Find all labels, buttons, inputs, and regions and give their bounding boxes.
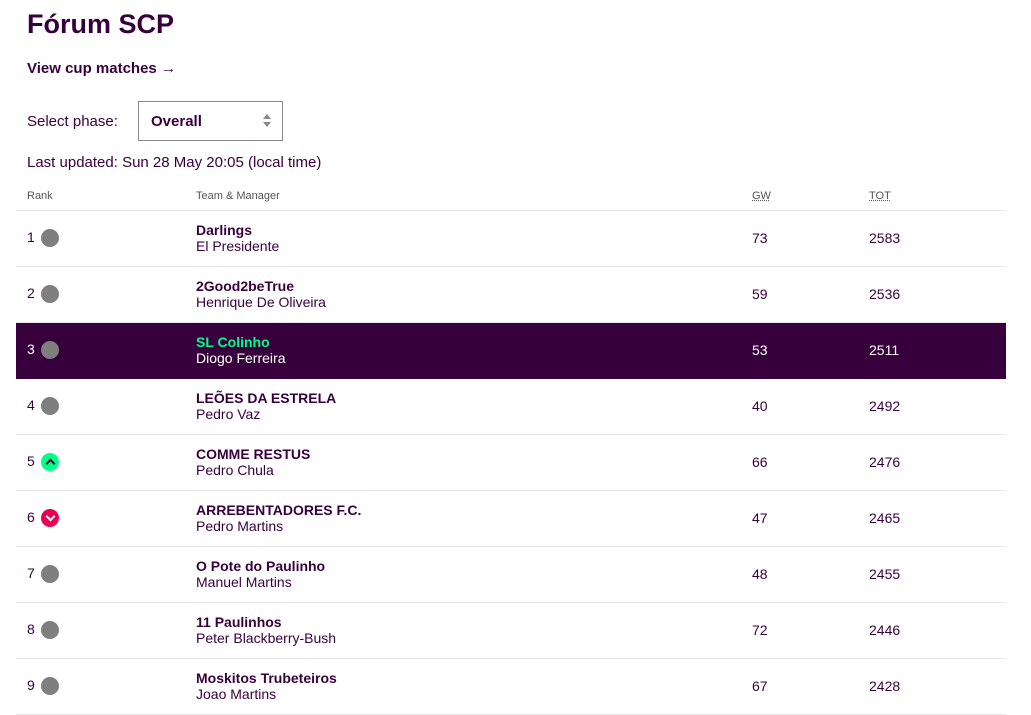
rank-number: 6 xyxy=(27,509,35,525)
total-points: 2455 xyxy=(869,566,901,582)
table-row: 8 11 Paulinhos Peter Blackberry-Bush 72 2446 xyxy=(16,603,1006,659)
rank-number: 3 xyxy=(27,341,35,357)
team-name-link[interactable]: Darlings xyxy=(196,222,253,238)
rank-number: 8 xyxy=(27,621,35,637)
team-name-link[interactable]: 11 Paulinhos xyxy=(196,614,282,630)
column-header-gw[interactable]: GW xyxy=(752,190,771,202)
team-name-link[interactable]: SL Colinho xyxy=(196,334,270,350)
team-name-link[interactable]: LEÕES DA ESTRELA xyxy=(196,390,337,406)
column-header-team-manager: Team & Manager xyxy=(196,190,280,202)
total-points: 2492 xyxy=(869,398,901,414)
rank-down-icon xyxy=(41,509,59,527)
team-name-link[interactable]: 2Good2beTrue xyxy=(196,278,295,294)
manager-name: Diogo Ferreira xyxy=(196,350,286,366)
rank-number: 5 xyxy=(27,453,35,469)
rank-up-icon xyxy=(41,453,59,471)
manager-name: El Presidente xyxy=(196,238,280,254)
gameweek-points: 72 xyxy=(752,622,768,638)
rank-number: 1 xyxy=(27,229,35,245)
total-points: 2536 xyxy=(869,286,901,302)
total-points: 2511 xyxy=(869,342,900,358)
manager-name: Henrique De Oliveira xyxy=(196,294,326,310)
total-points: 2583 xyxy=(869,230,901,246)
team-name-link[interactable]: Moskitos Trubeteiros xyxy=(196,670,337,686)
manager-name: Pedro Martins xyxy=(196,518,284,534)
table-row: 9 Moskitos Trubeteiros Joao Martins 67 2428 xyxy=(16,659,1006,715)
table-row: 4 LEÕES DA ESTRELA Pedro Vaz 40 2492 xyxy=(16,379,1006,435)
table-row: 6 ARREBENTADORES F.C. Pedro Martins 47 2465 xyxy=(16,491,1006,547)
rank-unchanged-icon xyxy=(41,229,59,247)
gameweek-points: 40 xyxy=(752,398,768,414)
gameweek-points: 73 xyxy=(752,230,768,246)
column-header-tot[interactable]: TOT xyxy=(869,190,891,202)
select-arrows-icon xyxy=(263,114,271,127)
team-name-link[interactable]: COMME RESTUS xyxy=(196,446,311,462)
team-name-link[interactable]: ARREBENTADORES F.C. xyxy=(196,502,362,518)
rank-number: 4 xyxy=(27,397,35,413)
rank-unchanged-icon xyxy=(41,341,59,359)
column-header-rank: Rank xyxy=(27,190,53,202)
manager-name: Pedro Vaz xyxy=(196,406,261,422)
select-phase-label: Select phase: xyxy=(27,113,118,130)
phase-select[interactable]: Overall xyxy=(138,101,283,141)
table-header: Rank Team & Manager GW TOT xyxy=(16,185,1006,211)
gameweek-points: 66 xyxy=(752,454,768,470)
phase-selected-value: Overall xyxy=(151,112,202,130)
rank-unchanged-icon xyxy=(41,677,59,695)
view-cup-matches-link[interactable]: View cup matches → xyxy=(27,60,176,77)
page-title: Fórum SCP xyxy=(27,9,175,39)
total-points: 2446 xyxy=(869,622,901,638)
table-row: 5 COMME RESTUS Pedro Chula 66 2476 xyxy=(16,435,1006,491)
manager-name: Manuel Martins xyxy=(196,574,292,590)
standings-table: Rank Team & Manager GW TOT 1 Darlings El P… xyxy=(16,185,1006,715)
rank-number: 7 xyxy=(27,565,35,581)
last-updated-text: Last updated: Sun 28 May 20:05 (local ti… xyxy=(27,154,322,171)
table-row: 1 Darlings El Presidente 73 2583 xyxy=(16,211,1006,267)
gameweek-points: 47 xyxy=(752,510,768,526)
table-row: 2 2Good2beTrue Henrique De Oliveira 59 2536 xyxy=(16,267,1006,323)
table-row: 7 O Pote do Paulinho Manuel Martins 48 2455 xyxy=(16,547,1006,603)
gameweek-points: 67 xyxy=(752,678,768,694)
gameweek-points: 48 xyxy=(752,566,768,582)
total-points: 2428 xyxy=(869,678,901,694)
rank-unchanged-icon xyxy=(41,285,59,303)
team-name-link[interactable]: O Pote do Paulinho xyxy=(196,558,326,574)
rank-number: 9 xyxy=(27,677,35,693)
rank-number: 2 xyxy=(27,285,35,301)
manager-name: Joao Martins xyxy=(196,686,277,702)
total-points: 2465 xyxy=(869,510,901,526)
gameweek-points: 53 xyxy=(752,342,768,358)
total-points: 2476 xyxy=(869,454,901,470)
table-row: 3 SL Colinho Diogo Ferreira 53 2511 xyxy=(16,323,1006,379)
manager-name: Pedro Chula xyxy=(196,462,274,478)
rank-unchanged-icon xyxy=(41,397,59,415)
rank-unchanged-icon xyxy=(41,621,59,639)
manager-name: Peter Blackberry-Bush xyxy=(196,630,337,646)
rank-unchanged-icon xyxy=(41,565,59,583)
gameweek-points: 59 xyxy=(752,286,768,302)
